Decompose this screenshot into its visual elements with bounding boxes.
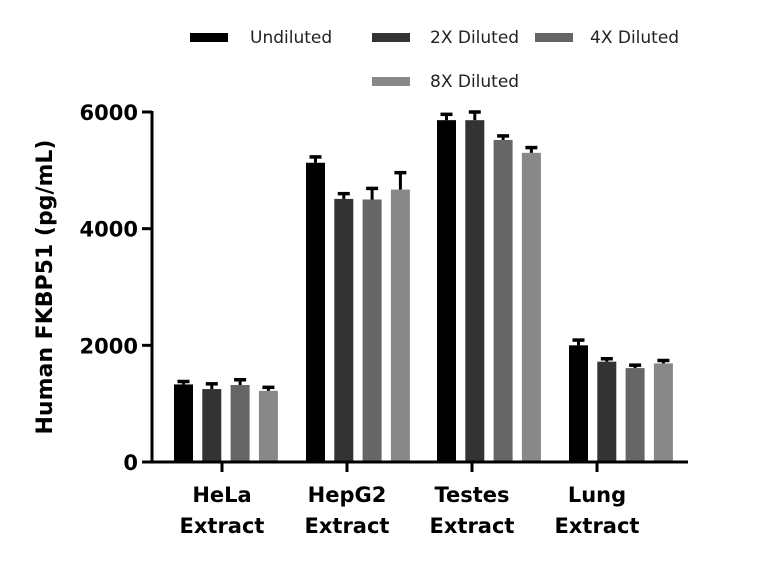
legend-item: 2X Diluted — [372, 28, 519, 48]
bar-group-testes — [437, 110, 541, 463]
x-tick-label: HeLa Extract — [180, 483, 265, 538]
x-tick-label: Lung Extract — [555, 483, 640, 538]
y-axis-label: Human FKBP51 (pg/mL) — [33, 140, 58, 435]
bar-group-hepg2 — [306, 155, 410, 463]
bar — [569, 345, 588, 462]
legend-label: 4X Diluted — [590, 28, 679, 48]
legend-label: 2X Diluted — [430, 28, 519, 48]
y-tick-label: 0 — [123, 451, 138, 475]
bar — [597, 361, 617, 462]
bar — [653, 363, 673, 462]
legend-swatch — [535, 33, 573, 42]
bar — [465, 120, 485, 463]
legend-label: Undiluted — [250, 28, 332, 48]
x-tick-label: Testes Extract — [430, 483, 515, 538]
legend-swatch — [372, 33, 410, 42]
legend-item: 8X Diluted — [372, 72, 519, 92]
legend-item: Undiluted — [190, 28, 332, 48]
bar — [437, 120, 456, 463]
bar — [334, 198, 354, 462]
bar — [258, 390, 278, 462]
y-axis: 0 2000 4000 6000 — [80, 101, 154, 475]
legend-swatch — [372, 77, 410, 86]
bar — [493, 140, 513, 462]
legend: Undiluted 2X Diluted 4X Diluted 8X Diluted — [190, 28, 679, 92]
bar — [174, 384, 193, 462]
bar-group-lung — [569, 338, 673, 462]
bar — [362, 199, 382, 462]
bar — [230, 385, 250, 462]
legend-swatch — [190, 33, 228, 42]
y-tick-label: 4000 — [80, 218, 138, 242]
y-tick-label: 2000 — [80, 334, 138, 358]
bar — [625, 368, 645, 462]
bar — [202, 389, 222, 462]
bar-group-hela — [174, 378, 278, 462]
legend-item: 4X Diluted — [535, 28, 679, 48]
bars — [174, 110, 673, 463]
y-axis-title: Human FKBP51 (pg/mL) — [33, 140, 58, 435]
bar — [390, 189, 410, 463]
legend-label: 8X Diluted — [430, 72, 519, 92]
bar — [521, 152, 541, 463]
y-tick-label: 6000 — [80, 101, 138, 125]
x-axis: HeLa Extract HepG2 Extract Testes Extract Lung… — [150, 460, 688, 538]
bar — [306, 162, 325, 462]
x-tick-label: HepG2 Extract — [305, 483, 390, 538]
